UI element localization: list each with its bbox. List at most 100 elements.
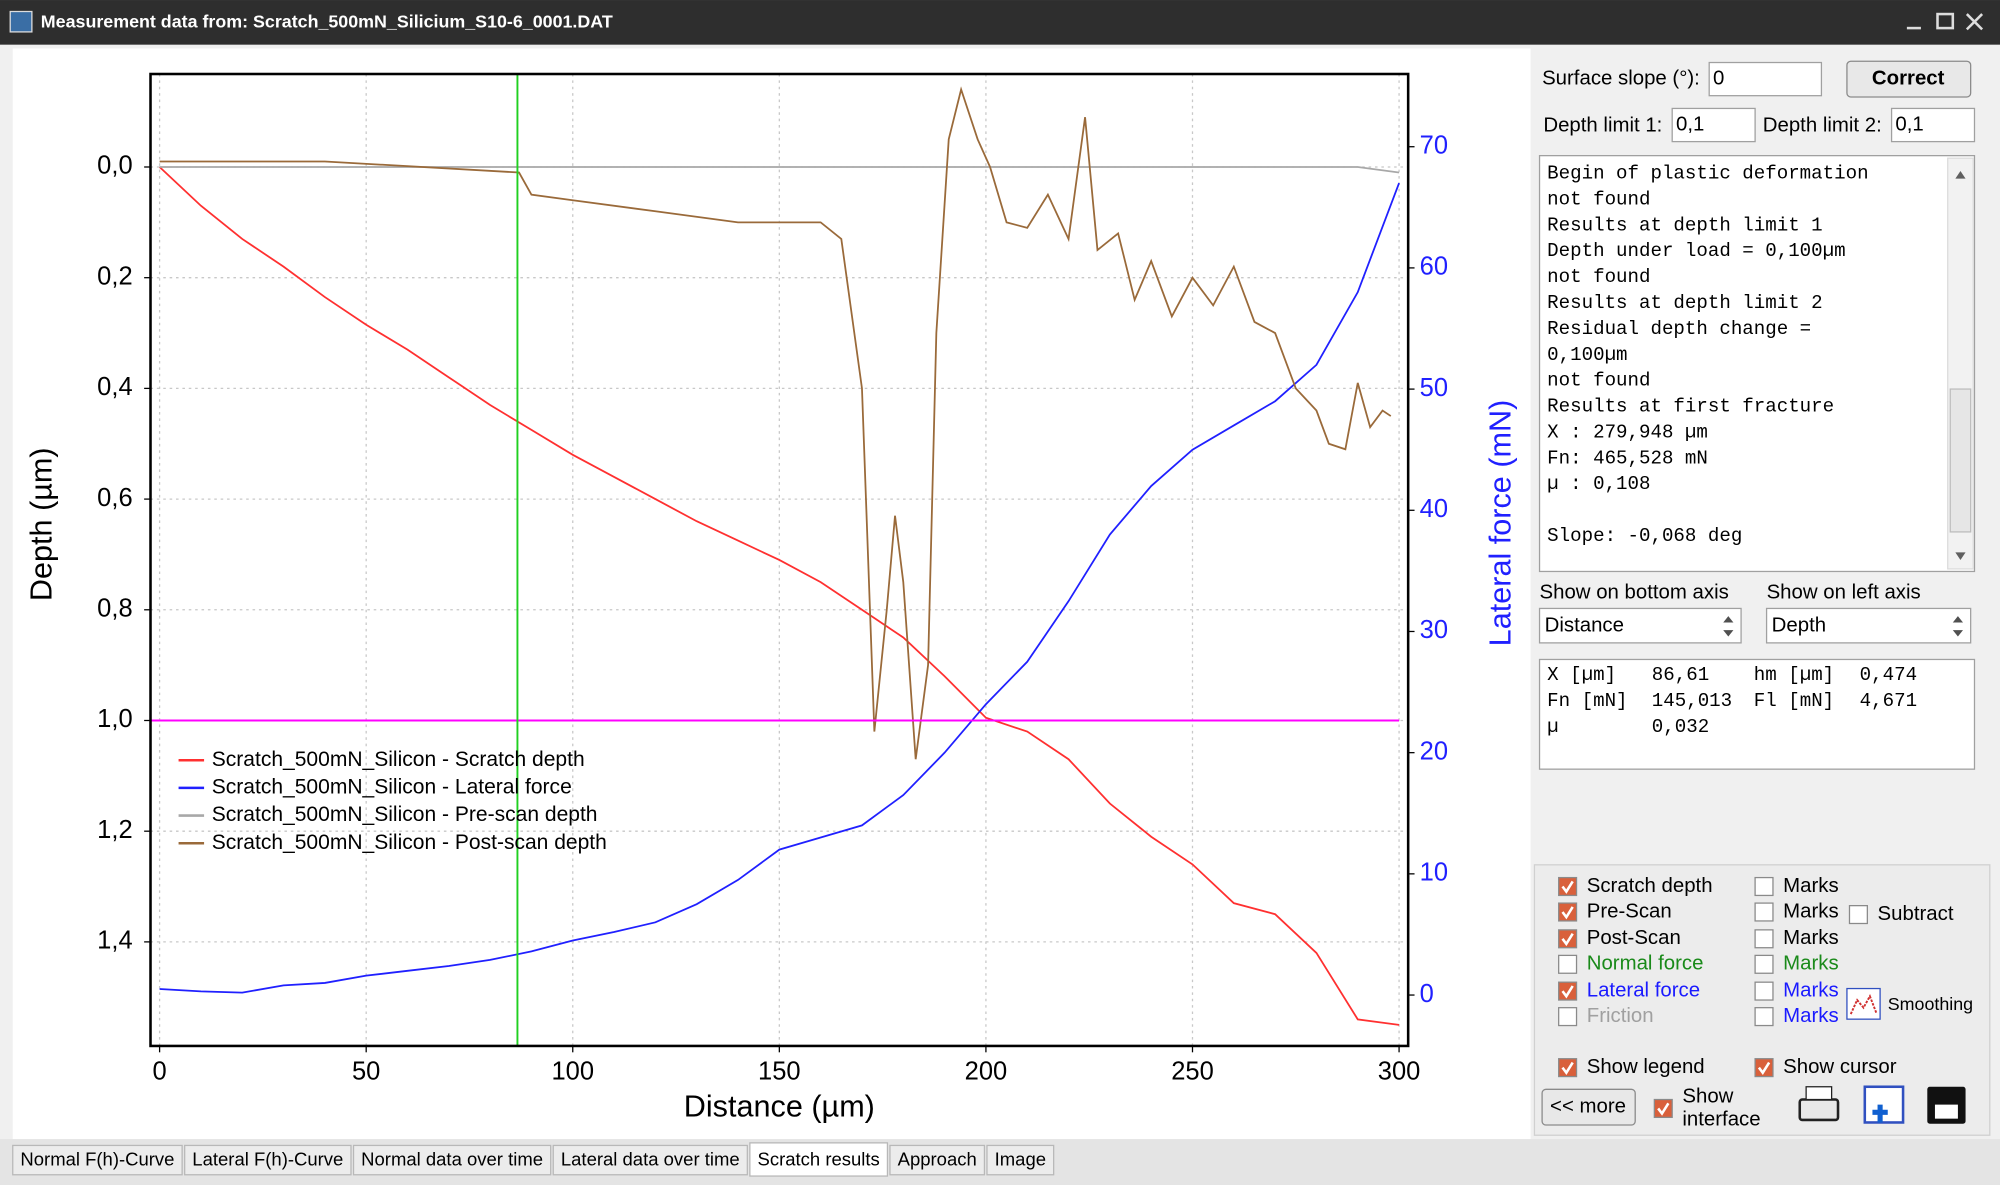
- chart: 0 50 100 150 200 250 3000,00,20,40,60,81,01,21…: [24, 72, 1518, 1124]
- checkbox[interactable]: [1558, 902, 1578, 922]
- close-button[interactable]: [1965, 13, 1984, 31]
- results-box: [1538, 155, 1976, 573]
- tab[interactable]: [889, 1144, 986, 1176]
- checkbox[interactable]: [1558, 981, 1578, 1001]
- more-button-label: << more: [1550, 1096, 1626, 1118]
- checkmark: [1561, 1061, 1574, 1075]
- results-line: X : 279,948 µm: [1547, 421, 1708, 443]
- checkbox[interactable]: [1754, 981, 1774, 1001]
- checkbox[interactable]: [1558, 876, 1578, 897]
- bottom-axis-select[interactable]: [1538, 607, 1742, 644]
- app-icon: [9, 10, 33, 33]
- results-line: Slope: -0,068 deg: [1547, 525, 1742, 547]
- x-tick-label: 250: [1171, 1057, 1214, 1085]
- y-tick-label: 1,2: [97, 816, 132, 844]
- checkbox[interactable]: [1754, 876, 1774, 897]
- y2-tick-label: 20: [1420, 737, 1448, 765]
- checkmark: [1657, 1102, 1670, 1116]
- cursor-info-cell: 0,032: [1652, 716, 1709, 738]
- y-tick-label: 0,0: [97, 152, 132, 180]
- checkmark: [1561, 906, 1574, 920]
- slope-input[interactable]: [1708, 61, 1823, 97]
- checkbox[interactable]: [1848, 904, 1868, 925]
- checkbox[interactable]: [1754, 1007, 1774, 1027]
- tab[interactable]: [986, 1144, 1055, 1176]
- cursor-info-cell: Fn [mN]: [1547, 690, 1627, 712]
- y-axis-title: Depth (µm): [24, 447, 58, 601]
- tab[interactable]: [749, 1142, 889, 1177]
- tab-label: Image: [995, 1149, 1046, 1170]
- x-tick-label: 100: [551, 1057, 594, 1085]
- y-tick-label: 1,4: [97, 927, 132, 955]
- tabs: Normal F(h)-Curve Lateral F(h)-Curve Norma…: [12, 1142, 1055, 1177]
- y2-tick-label: 10: [1420, 859, 1448, 887]
- bottom-axis-select-value: Distance: [1545, 615, 1624, 637]
- cursor-info-cell: hm [µm]: [1754, 664, 1834, 686]
- smoothing-label: Smoothing: [1888, 994, 1973, 1014]
- checkbox[interactable]: [1558, 1007, 1578, 1027]
- checkmark: [1561, 933, 1574, 947]
- tab[interactable]: [184, 1144, 352, 1176]
- left-axis-select[interactable]: [1765, 607, 1972, 644]
- checkbox[interactable]: [1653, 1098, 1673, 1119]
- bottom-axis-label: Show on bottom axis: [1540, 582, 1729, 604]
- tab[interactable]: [352, 1144, 552, 1176]
- cursor-info-cell: 145,013: [1652, 690, 1732, 712]
- maximize-button[interactable]: [1936, 12, 1955, 30]
- checkbox-label: Normal force: [1587, 953, 1704, 975]
- y2-tick-label: 30: [1420, 616, 1448, 644]
- results-line: 0,100µm: [1547, 344, 1627, 366]
- y2-axis-title: Lateral force (mN): [1484, 400, 1518, 647]
- y2-tick-label: 70: [1420, 131, 1448, 159]
- left-axis-label: Show on left axis: [1767, 582, 1921, 604]
- correct-button[interactable]: [1846, 60, 1972, 98]
- checkbox-label: Marks: [1783, 953, 1839, 975]
- smoothing-icon[interactable]: [1846, 987, 1881, 1020]
- y2-tick-label: 0: [1420, 980, 1434, 1008]
- checkbox[interactable]: [1558, 1058, 1578, 1078]
- checkbox[interactable]: [1754, 929, 1774, 949]
- depth-limit-1-input[interactable]: [1671, 107, 1756, 143]
- results-line: Results at first fracture: [1547, 396, 1834, 418]
- show-interface-label: interface: [1682, 1108, 1760, 1130]
- series-line: [158, 166, 1400, 1026]
- tab[interactable]: [12, 1144, 183, 1176]
- tab[interactable]: [552, 1144, 748, 1176]
- x-tick-label: 0: [153, 1057, 167, 1085]
- scroll-down[interactable]: [1955, 552, 1966, 560]
- tab-label: Lateral F(h)-Curve: [192, 1149, 343, 1170]
- checkbox-label: Scratch depth: [1587, 875, 1713, 897]
- scroll-up[interactable]: [1955, 170, 1966, 179]
- y-tick-label: 0,4: [97, 373, 132, 401]
- legend-label: Scratch_500mN_Silicon - Post-scan depth: [212, 831, 607, 854]
- more-button[interactable]: [1541, 1088, 1636, 1126]
- checkbox[interactable]: [1558, 929, 1578, 949]
- checkbox-label: Marks: [1783, 979, 1839, 1001]
- print-icon-paper: [1805, 1086, 1833, 1101]
- tab-label: Lateral data over time: [561, 1149, 740, 1170]
- checkbox[interactable]: [1754, 902, 1774, 922]
- checkbox[interactable]: [1754, 1058, 1774, 1078]
- checkbox[interactable]: [1754, 954, 1774, 974]
- cursor-info-cell: µ: [1547, 716, 1558, 738]
- checkmark: [1757, 1061, 1771, 1075]
- checkmark: [1561, 985, 1574, 999]
- scroll-thumb[interactable]: [1949, 388, 1972, 533]
- print-icon[interactable]: [1798, 1098, 1840, 1122]
- smoothing-icon-curve: [1849, 993, 1878, 1015]
- depth-limit-2-input-value: 0,1: [1895, 113, 1923, 135]
- left-axis-select-value: Depth: [1772, 615, 1826, 637]
- export-icon[interactable]: [1863, 1085, 1905, 1124]
- depth-limit-2-input[interactable]: [1890, 107, 1976, 143]
- checkbox[interactable]: [1558, 954, 1578, 974]
- checkbox-label: Marks: [1783, 900, 1839, 922]
- plot-frame: [149, 72, 1410, 1048]
- tab-label: Normal data over time: [361, 1149, 543, 1170]
- legend-label: Scratch_500mN_Silicon - Scratch depth: [212, 748, 585, 771]
- window-title: Measurement data from: Scratch_500mN_Sil…: [41, 12, 613, 32]
- export-icon-plus: [1872, 1104, 1888, 1123]
- right-panel: Surface slope (°): 0 Correct Depth limit 1:…: [1538, 60, 1976, 1130]
- results-line: µ : 0,108: [1547, 473, 1650, 495]
- checkbox-label: Marks: [1783, 1005, 1839, 1027]
- y2-tick-label: 60: [1420, 253, 1448, 281]
